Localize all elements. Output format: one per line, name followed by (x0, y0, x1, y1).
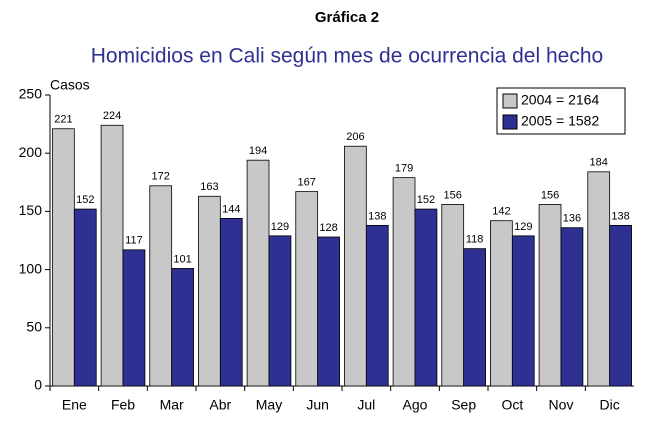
x-tick-label: Mar (160, 397, 184, 413)
bar (441, 204, 465, 387)
value-label: 184 (590, 157, 608, 169)
x-tick-label: Oct (501, 397, 523, 413)
x-tick-label: Sep (451, 397, 476, 413)
value-label: 138 (611, 210, 629, 222)
x-tick-label: May (256, 397, 282, 413)
legend-swatch (502, 93, 518, 109)
bar (52, 128, 75, 387)
value-label: 167 (298, 177, 316, 189)
bar (317, 236, 340, 387)
legend-box (496, 87, 626, 135)
bar (246, 159, 270, 387)
value-label: 117 (125, 235, 143, 247)
bar (560, 227, 584, 387)
y-axis-label: Casos (50, 77, 90, 93)
legend-swatch (502, 114, 518, 130)
bar (198, 195, 221, 387)
value-label: 118 (466, 234, 484, 246)
bar (463, 248, 486, 387)
x-tick-label: Abr (209, 397, 231, 413)
value-label: 129 (514, 221, 532, 233)
value-label: 101 (173, 253, 191, 265)
bar (490, 220, 513, 387)
value-label: 221 (54, 114, 72, 126)
y-tick-label: 100 (19, 260, 43, 276)
bar (73, 208, 97, 387)
x-tick-label: Jun (306, 397, 329, 413)
bar (587, 171, 611, 387)
bar (100, 124, 124, 387)
y-tick-label: 150 (19, 202, 43, 218)
x-tick-label: Ene (62, 397, 87, 413)
bar (414, 208, 438, 387)
bar (122, 249, 146, 387)
value-label: 156 (541, 189, 559, 201)
x-tick-label: Feb (111, 397, 135, 413)
bar (295, 191, 319, 387)
bar (344, 145, 367, 387)
bar (392, 177, 416, 387)
value-label: 156 (444, 189, 462, 201)
value-label: 163 (200, 181, 218, 193)
bar (149, 185, 173, 387)
bar (171, 268, 194, 387)
y-tick-label: 50 (26, 319, 42, 335)
value-label: 142 (492, 206, 510, 218)
value-label: 128 (319, 222, 337, 234)
bar (511, 235, 535, 387)
bar (219, 217, 243, 387)
legend-label: 2005 = 1582 (521, 113, 599, 129)
bar (609, 224, 632, 387)
value-label: 144 (222, 203, 240, 215)
value-label: 152 (417, 194, 435, 206)
value-label: 206 (346, 131, 364, 143)
value-label: 129 (271, 221, 289, 233)
y-tick-label: 250 (19, 86, 43, 102)
value-label: 136 (563, 213, 581, 225)
chart-title: Gráfica 2 (315, 9, 379, 26)
value-label: 172 (152, 171, 170, 183)
x-tick-label: Ago (403, 397, 428, 413)
value-label: 179 (395, 163, 413, 175)
legend-label: 2004 = 2164 (521, 92, 599, 108)
x-tick-label: Nov (549, 397, 574, 413)
x-tick-label: Jul (357, 397, 375, 413)
x-tick-label: Dic (600, 397, 620, 413)
y-tick-label: 0 (34, 377, 42, 393)
bar (538, 204, 562, 387)
bar (268, 235, 292, 387)
value-label: 194 (249, 145, 267, 157)
bar (365, 224, 389, 387)
value-label: 138 (368, 210, 386, 222)
value-label: 152 (76, 194, 94, 206)
chart-subtitle: Homicidios en Cali según mes de ocurrenc… (91, 45, 603, 68)
y-tick-label: 200 (19, 144, 43, 160)
value-label: 224 (103, 110, 121, 122)
